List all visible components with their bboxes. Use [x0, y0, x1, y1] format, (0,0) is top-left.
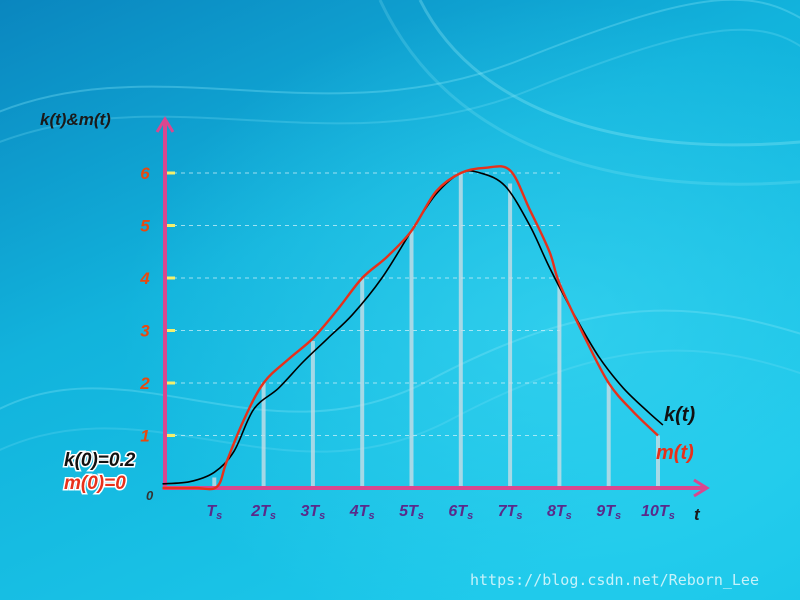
- sample-lines: [212, 173, 660, 488]
- y-tick-group: 1 2 3 4 5 6: [139, 164, 175, 446]
- series-k-label: k(t): [664, 404, 695, 426]
- x-tick-label: 6Ts: [448, 503, 473, 522]
- y-tick-label: 3: [140, 322, 150, 341]
- x-axis-arrowhead: [693, 478, 710, 498]
- m-initial-value: m(0)=0: [64, 473, 126, 494]
- x-tick-group: Ts 2Ts 3Ts 4Ts 5Ts 6Ts 7Ts 8Ts 9Ts 10Ts: [206, 503, 675, 522]
- x-tick-label: 9Ts: [596, 503, 621, 522]
- series-m-label: m(t): [656, 442, 694, 464]
- y-tick-label: 4: [139, 269, 150, 288]
- watermark: https://blog.csdn.net/Reborn_Lee: [470, 571, 759, 589]
- x-tick-label: Ts: [206, 503, 222, 522]
- k-initial-value: k(0)=0.2: [64, 450, 136, 471]
- axes: [155, 116, 710, 498]
- x-tick-label: 10Ts: [641, 503, 675, 522]
- x-tick-label: 5Ts: [399, 503, 424, 522]
- y-axis-arrowhead: [155, 116, 175, 133]
- y-axis-label: k(t)&m(t): [40, 110, 111, 129]
- x-axis-label: t: [694, 505, 701, 524]
- y-tick-label: 2: [139, 374, 150, 393]
- x-tick-label: 7Ts: [498, 503, 523, 522]
- x-tick-label: 2Ts: [250, 503, 276, 522]
- x-tick-label: 8Ts: [547, 503, 572, 522]
- y-tick-label: 1: [140, 427, 149, 446]
- x-tick-label: 4Ts: [349, 503, 375, 522]
- x-tick-label: 3Ts: [301, 503, 326, 522]
- horizontal-gridlines: [165, 172, 560, 436]
- y-tick-label: 6: [140, 164, 150, 183]
- series-m-line: [162, 165, 659, 491]
- y-tick-label: 5: [140, 217, 150, 236]
- origin-label: 0: [146, 488, 154, 503]
